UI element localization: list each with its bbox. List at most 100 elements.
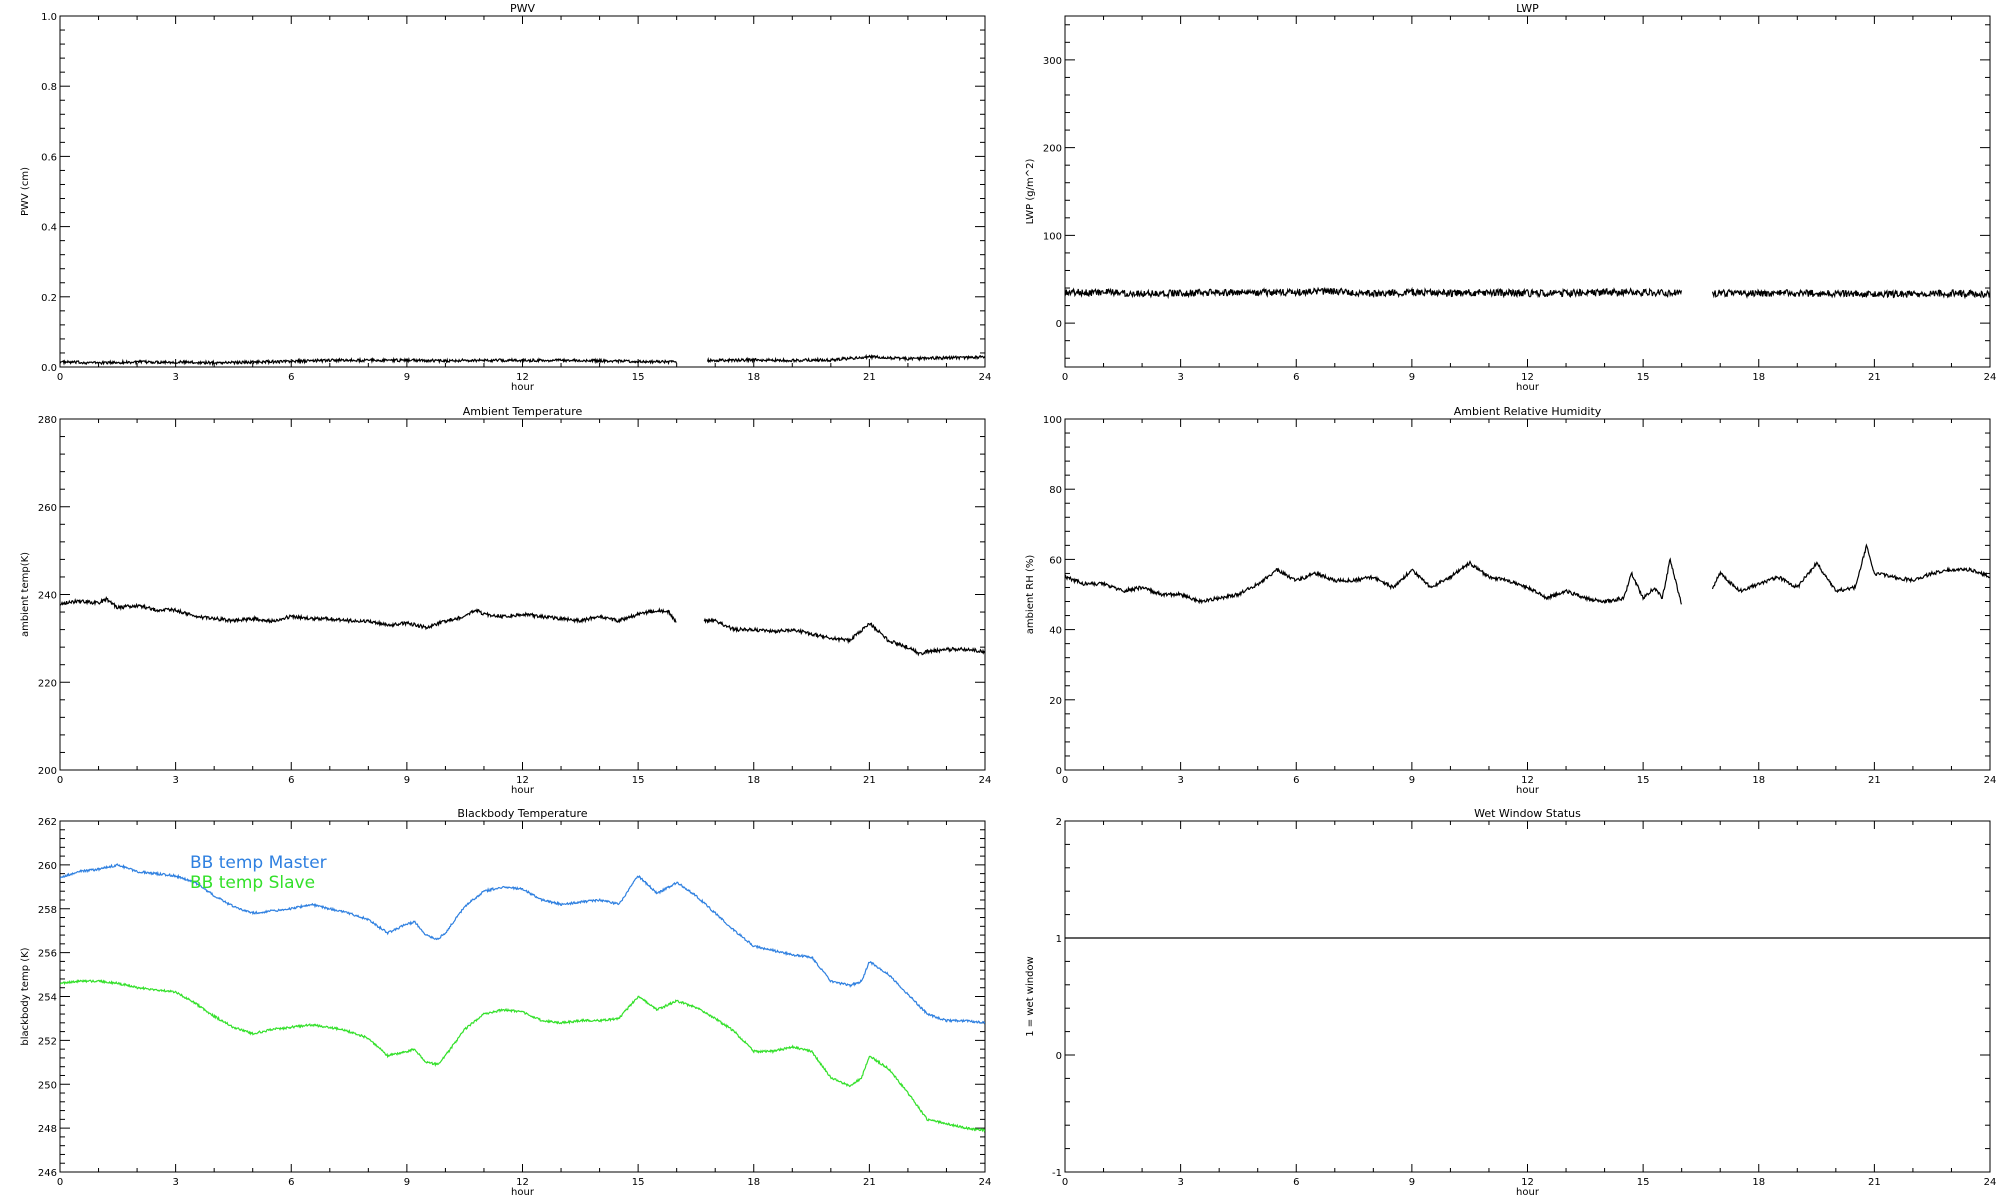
x-tick-label: 21 xyxy=(1868,1177,1881,1188)
x-tick-label: 0 xyxy=(1062,372,1068,383)
x-tick-label: 6 xyxy=(1293,775,1299,786)
y-tick-label: 1.0 xyxy=(41,12,57,23)
panel-title: Wet Window Status xyxy=(1474,807,1581,820)
panel-title: PWV xyxy=(510,2,536,15)
x-tick-label: 3 xyxy=(1177,1177,1183,1188)
x-tick-label: 18 xyxy=(1752,372,1765,383)
x-tick-label: 9 xyxy=(1409,1177,1415,1188)
x-tick-label: 21 xyxy=(1868,372,1881,383)
x-axis-label: hour xyxy=(1516,1187,1540,1198)
y-tick-label: 0 xyxy=(1056,1051,1062,1062)
x-tick-label: 18 xyxy=(1752,1177,1765,1188)
panel-title: LWP xyxy=(1516,2,1539,15)
x-tick-label: 9 xyxy=(404,1177,410,1188)
x-axis-label: hour xyxy=(511,785,535,796)
x-tick-label: 15 xyxy=(632,1177,645,1188)
x-axis-label: hour xyxy=(511,382,535,393)
x-tick-label: 9 xyxy=(404,372,410,383)
x-tick-label: 15 xyxy=(1637,775,1650,786)
x-tick-label: 6 xyxy=(288,1177,294,1188)
x-tick-label: 0 xyxy=(1062,1177,1068,1188)
series-line-2 xyxy=(60,979,985,1133)
x-tick-label: 21 xyxy=(863,775,876,786)
y-tick-label: 246 xyxy=(38,1168,57,1179)
y-tick-label: 200 xyxy=(1043,144,1062,155)
panel-title: Ambient Relative Humidity xyxy=(1454,405,1602,418)
series-line-1 xyxy=(1065,286,1990,300)
x-tick-label: 15 xyxy=(632,775,645,786)
y-tick-label: 20 xyxy=(1049,696,1062,707)
x-tick-label: 24 xyxy=(1984,775,1997,786)
x-tick-label: 0 xyxy=(57,372,63,383)
y-tick-label: 40 xyxy=(1049,626,1062,637)
y-axis-label: blackbody temp (K) xyxy=(20,947,31,1045)
x-tick-label: 12 xyxy=(516,372,529,383)
y-tick-label: 260 xyxy=(38,861,57,872)
y-tick-label: 0 xyxy=(1056,766,1062,777)
y-axis-label: ambient temp(K) xyxy=(20,552,31,637)
y-tick-label: 280 xyxy=(38,415,57,426)
plot-frame xyxy=(1064,15,1991,368)
y-tick-label: 200 xyxy=(38,766,57,777)
panel-1: 0 3 6 9 12 15 18 21 24 0.0 0.2 0.4 0.6 0.8 1.0 PWV hour P… xyxy=(20,2,991,393)
x-tick-label: 9 xyxy=(1409,775,1415,786)
y-tick-label: 248 xyxy=(38,1124,57,1135)
y-tick-label: 1 xyxy=(1056,934,1062,945)
y-tick-label: -1 xyxy=(1052,1168,1062,1179)
y-tick-label: 262 xyxy=(38,817,57,828)
x-tick-label: 3 xyxy=(1177,372,1183,383)
x-tick-label: 6 xyxy=(288,775,294,786)
x-tick-label: 0 xyxy=(57,775,63,786)
y-axis-label: 1 = wet window xyxy=(1025,956,1036,1036)
y-tick-label: 256 xyxy=(38,949,57,960)
y-tick-label: 0.8 xyxy=(41,82,57,93)
x-tick-label: 9 xyxy=(404,775,410,786)
x-tick-label: 18 xyxy=(747,775,760,786)
x-tick-label: 3 xyxy=(1177,775,1183,786)
series-line-1 xyxy=(60,353,985,367)
x-tick-label: 3 xyxy=(172,1177,178,1188)
panel-3: 0 3 6 9 12 15 18 21 24 200 220 240 260 280 Ambient Tem… xyxy=(20,405,991,796)
x-tick-label: 15 xyxy=(1637,372,1650,383)
x-tick-label: 12 xyxy=(1521,372,1534,383)
y-tick-label: 100 xyxy=(1043,415,1062,426)
y-tick-label: 0 xyxy=(1056,319,1062,330)
panel-4: 0 3 6 9 12 15 18 21 24 0 20 40 60 80 100 Ambient Relati… xyxy=(1025,405,1996,796)
x-tick-label: 6 xyxy=(1293,372,1299,383)
x-tick-label: 3 xyxy=(172,372,178,383)
legend-entry: BB temp Master xyxy=(190,853,327,873)
x-tick-label: 18 xyxy=(747,372,760,383)
panel-title: Blackbody Temperature xyxy=(457,807,587,820)
x-tick-label: 0 xyxy=(57,1177,63,1188)
x-tick-label: 6 xyxy=(288,372,294,383)
y-tick-label: 0.2 xyxy=(41,293,57,304)
x-tick-label: 21 xyxy=(863,1177,876,1188)
series-line-1 xyxy=(60,863,985,1025)
y-tick-label: 254 xyxy=(38,993,57,1004)
y-tick-label: 260 xyxy=(38,503,57,514)
y-tick-label: 250 xyxy=(38,1080,57,1091)
x-tick-label: 6 xyxy=(1293,1177,1299,1188)
y-tick-label: 0.4 xyxy=(41,223,57,234)
y-tick-label: 2 xyxy=(1056,817,1062,828)
y-tick-label: 0.0 xyxy=(41,363,57,374)
plot-frame xyxy=(59,418,986,771)
x-axis-label: hour xyxy=(1516,382,1540,393)
x-tick-label: 0 xyxy=(1062,775,1068,786)
x-axis-label: hour xyxy=(1516,785,1540,796)
x-tick-label: 24 xyxy=(979,1177,992,1188)
panel-2: 0 3 6 9 12 15 18 21 24 0 100 200 300 LWP hour LWP (g/m^… xyxy=(1025,2,1996,393)
plot-frame xyxy=(1064,820,1991,1173)
plot-frame xyxy=(1064,418,1991,771)
y-tick-label: 252 xyxy=(38,1036,57,1047)
x-tick-label: 24 xyxy=(979,372,992,383)
y-tick-label: 258 xyxy=(38,905,57,916)
x-tick-label: 18 xyxy=(1752,775,1765,786)
x-tick-label: 24 xyxy=(1984,1177,1997,1188)
x-tick-label: 9 xyxy=(1409,372,1415,383)
x-tick-label: 12 xyxy=(516,1177,529,1188)
legend-entry: BB temp Slave xyxy=(190,873,315,893)
y-axis-label: ambient RH (%) xyxy=(1025,555,1036,635)
